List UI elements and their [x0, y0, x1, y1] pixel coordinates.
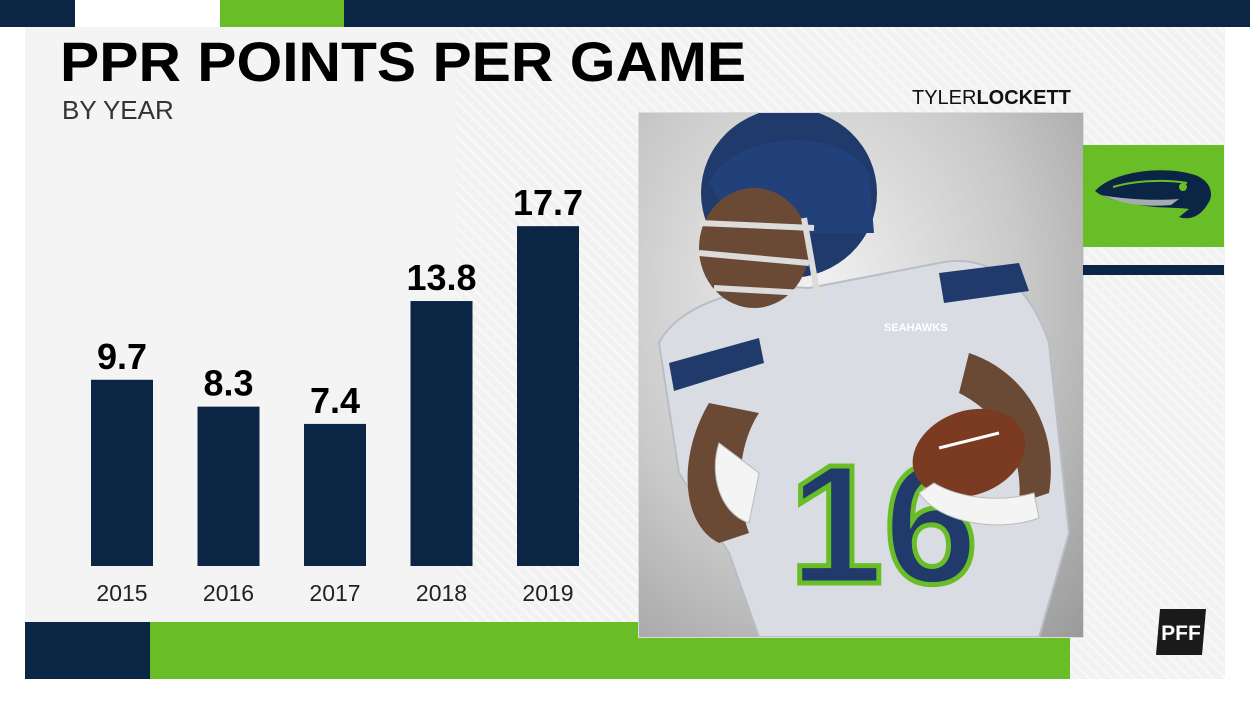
x-tick-label-2017: 2017 — [309, 580, 360, 606]
bar-2019 — [517, 226, 579, 566]
chart-subtitle: BY YEAR — [62, 95, 174, 125]
player-name: TYLERLOCKETT — [912, 88, 1071, 108]
data-label-2016: 8.3 — [203, 363, 253, 404]
data-label-2017: 7.4 — [310, 380, 360, 421]
team-logo-box — [1083, 145, 1224, 247]
bar-2016 — [197, 406, 260, 566]
logo-divider — [1083, 265, 1224, 275]
jersey-wordmark: SEAHAWKS — [884, 322, 948, 334]
data-label-2015: 9.7 — [97, 336, 147, 377]
pff-logo-icon: PFF — [1156, 609, 1206, 655]
bar-2017 — [304, 423, 366, 566]
bottom-navy-bar — [25, 622, 150, 679]
bar-2018 — [410, 301, 473, 566]
seahawks-logo-icon — [1095, 170, 1211, 219]
data-label-2019: 17.7 — [513, 182, 583, 223]
data-label-2018: 13.8 — [406, 257, 476, 298]
x-tick-label-2018: 2018 — [416, 580, 467, 606]
x-tick-label-2015: 2015 — [96, 580, 147, 606]
player-first-name: TYLER — [912, 87, 977, 109]
player-photo: 16 SEAHAWKS — [639, 108, 1083, 638]
player-last-name: LOCKETT — [976, 87, 1071, 109]
top-strip-white — [75, 0, 220, 27]
top-strip-left — [0, 0, 75, 27]
x-tick-label-2019: 2019 — [522, 580, 573, 606]
bar-2015 — [91, 379, 153, 566]
x-tick-label-2016: 2016 — [203, 580, 254, 606]
top-strip-green — [220, 0, 344, 27]
chart-title: PPR POINTS PER GAME — [60, 30, 747, 93]
player-illustration: 16 SEAHAWKS — [657, 108, 1071, 638]
pff-logo-text: PFF — [1161, 622, 1201, 645]
